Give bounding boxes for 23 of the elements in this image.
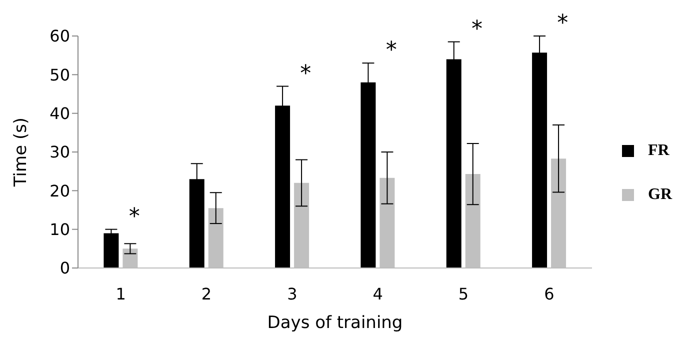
bar bbox=[104, 233, 119, 268]
y-tick-label: 50 bbox=[50, 65, 70, 84]
y-axis-title: Time (s) bbox=[11, 117, 32, 188]
x-tick-label: 4 bbox=[372, 284, 383, 304]
legend-label: GR bbox=[648, 186, 672, 204]
y-tick-label: 0 bbox=[60, 258, 70, 278]
annotation: * bbox=[386, 38, 397, 64]
y-tick-label: 30 bbox=[50, 142, 70, 162]
y-tick-label: 60 bbox=[50, 26, 70, 46]
y-tick-label: 10 bbox=[50, 220, 70, 240]
legend-label: FR bbox=[648, 142, 670, 160]
annotation: * bbox=[472, 16, 482, 42]
x-tick-label: 5 bbox=[458, 284, 469, 304]
y-tick-label: 40 bbox=[50, 104, 70, 124]
annotation: * bbox=[300, 61, 312, 86]
annotation: * bbox=[128, 204, 140, 230]
x-tick-label: 6 bbox=[544, 284, 554, 304]
annotation: * bbox=[557, 11, 568, 36]
x-axis-title: Days of training bbox=[267, 313, 403, 333]
x-tick-label: 2 bbox=[201, 284, 212, 304]
x-tick-label: 3 bbox=[287, 284, 298, 304]
x-tick-label: 1 bbox=[116, 284, 126, 304]
y-tick-label: 20 bbox=[50, 181, 70, 200]
